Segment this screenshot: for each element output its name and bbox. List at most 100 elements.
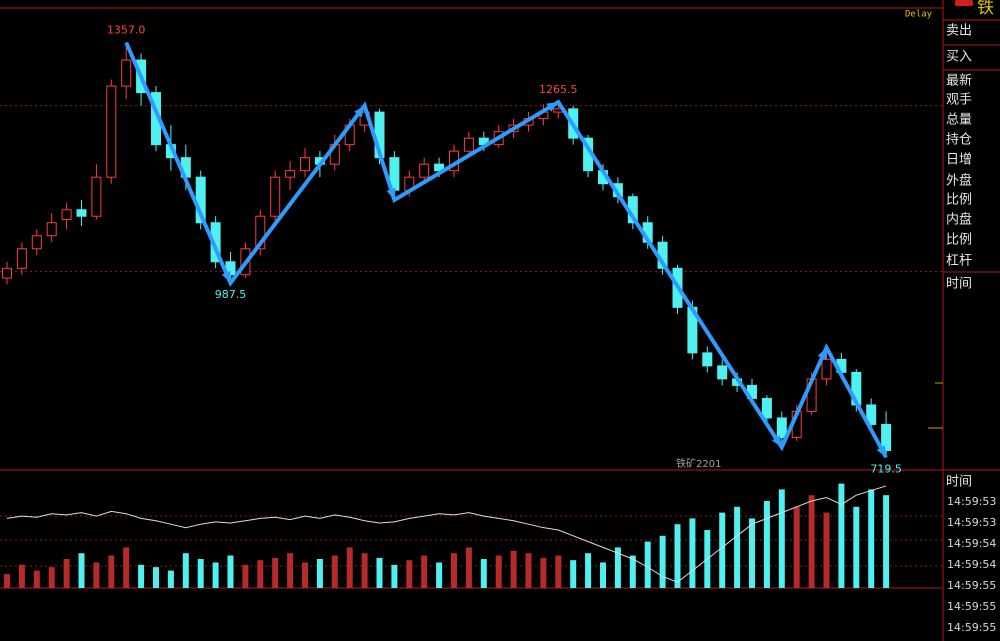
delay-label: Delay (905, 10, 933, 20)
volume-bar (689, 518, 696, 588)
arrow-head (221, 270, 231, 283)
volume-bar (33, 570, 40, 588)
volume-bar (853, 506, 860, 588)
side-label: 最新 (946, 73, 972, 89)
volume-bar (153, 567, 159, 588)
time-title: 时间 (946, 475, 972, 490)
volume-bar (495, 555, 502, 588)
side-label: 比例 (946, 193, 972, 208)
arrow-head (817, 347, 827, 360)
volume-bar (391, 564, 398, 588)
volume-bar (734, 506, 741, 588)
volume-bar (793, 506, 800, 588)
candle-body (434, 163, 445, 172)
candle-body (76, 209, 87, 217)
candle-body (2, 267, 12, 279)
volume-bar (436, 562, 443, 588)
volume-bar (272, 557, 279, 588)
volume-bar (480, 559, 487, 588)
candle-body (702, 352, 713, 367)
extreme-label: 719.5 (870, 462, 902, 475)
volume-bar (63, 559, 70, 588)
open-interest-line (6, 485, 887, 583)
side-label: 外盘 (946, 173, 972, 189)
volume-bar (93, 562, 100, 588)
volume-bar (600, 562, 606, 588)
volume-bar (614, 547, 621, 588)
candle-body (463, 137, 474, 152)
candle-body (881, 423, 892, 451)
volume-bar (868, 489, 875, 588)
volume-bar (4, 574, 10, 588)
candle-body (121, 59, 132, 87)
volume-bar (182, 553, 189, 588)
volume-bar (674, 524, 681, 588)
volume-bar (778, 489, 785, 588)
extreme-label: 1357.0 (107, 23, 146, 36)
arrow-head (876, 445, 887, 458)
candle-body (31, 235, 42, 250)
volume-bar (808, 495, 815, 588)
volume-bar (555, 555, 562, 588)
volume-bar (883, 495, 890, 588)
volume-bar (257, 560, 264, 588)
candle-body (776, 417, 787, 438)
candle-body (821, 358, 832, 380)
contract-label: 铁矿2201 (676, 457, 721, 470)
volume-bar (540, 557, 547, 588)
volume-bar (838, 483, 845, 588)
candle-body (419, 163, 430, 178)
volume-bar (78, 553, 85, 588)
arrow-head (771, 435, 782, 448)
side-label: 卖出 (946, 24, 972, 39)
badge (955, 0, 973, 6)
side-label: 比例 (946, 233, 972, 248)
volume-bar (451, 553, 457, 588)
candle-body (255, 215, 266, 250)
volume-bar (123, 547, 130, 588)
volume-bar (316, 559, 323, 588)
candle-body (285, 170, 296, 178)
side-label: 总量 (946, 113, 972, 128)
zigzag-line (124, 41, 888, 459)
side-label: 日增 (946, 153, 972, 168)
candle-body (300, 157, 310, 172)
volume-bar (510, 550, 517, 588)
volume-bar (644, 541, 651, 588)
volume-bar (242, 564, 249, 588)
candle-body (46, 222, 57, 237)
chart: 1357.0 987.5 1265.5 719.5 (0, 23, 943, 588)
time-tick: 14:59:54 (947, 537, 996, 550)
volume-bar (18, 564, 25, 588)
arrow-head (354, 105, 365, 118)
volume-bar (629, 555, 636, 588)
side-label: 杠杆 (946, 253, 972, 269)
side-label: 时间 (946, 277, 972, 292)
candle-body (761, 397, 772, 419)
time-tick: 14:59:53 (947, 495, 996, 508)
candle-body (270, 176, 281, 217)
volume-bar (376, 557, 383, 588)
volume-bar (763, 501, 770, 588)
side-label: 观手 (946, 93, 972, 108)
volume-bar (421, 555, 428, 588)
volume-bar (406, 560, 413, 588)
volume-bar (525, 553, 532, 588)
volume-bar (302, 562, 308, 588)
side-label: 内盘 (946, 212, 972, 228)
candle-body (61, 209, 72, 220)
volume-bar (659, 535, 666, 588)
volume-bar (570, 560, 577, 588)
volume-bar (212, 562, 219, 588)
arrow-head (546, 102, 559, 112)
candle-body (16, 248, 27, 269)
volume-bar (108, 555, 115, 588)
volume-bar (346, 547, 353, 588)
candle-body (866, 404, 877, 425)
time-tick: 14:59:53 (947, 516, 996, 529)
time-tick: 14:59:55 (947, 600, 996, 613)
candle-body (106, 85, 117, 178)
time-tick: 14:59:55 (947, 579, 996, 592)
volume-bar (227, 555, 234, 588)
